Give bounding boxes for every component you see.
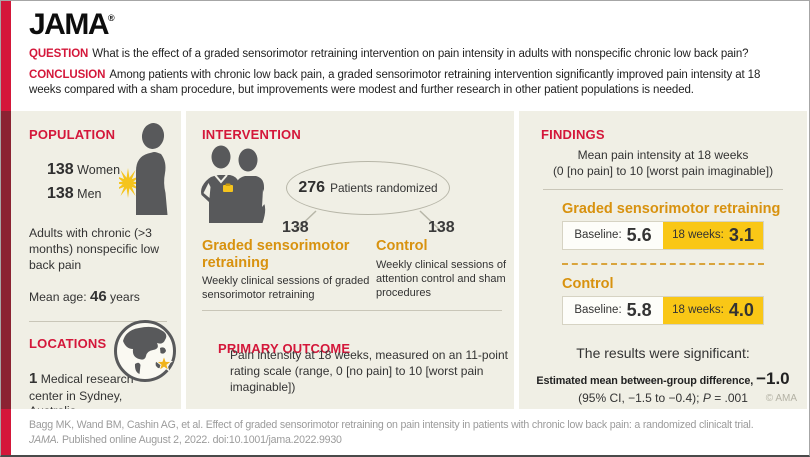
arm1-count: 138 — [282, 219, 309, 236]
ci-text: (95% CI, −1.5 to −0.4); — [578, 390, 703, 405]
left-accent-bar — [1, 1, 11, 455]
group2-18weeks-label: 18 weeks: — [672, 304, 724, 317]
population-panel: POPULATION 138 Women 138 Men Adults with… — [11, 111, 181, 418]
left-panel-divider — [29, 321, 167, 323]
jama-logo-text: JAMA — [29, 8, 110, 41]
group1-18weeks-cell: 18 weeks: 3.1 — [663, 221, 763, 249]
confidence-interval: (95% CI, −1.5 to −0.4); P = .001 — [519, 391, 807, 405]
intervention-panel: INTERVENTION 276 Patients randomized 138 … — [186, 111, 514, 409]
question-label: QUESTION — [29, 47, 89, 60]
significance-statement: The results were significant: — [576, 344, 750, 361]
findings-dashed-separator — [562, 262, 764, 265]
arm2-name: Control — [376, 238, 428, 255]
group-control: Control Baseline: 5.8 18 weeks: 4.0 — [562, 276, 764, 325]
group2-18weeks-value: 4.0 — [728, 299, 754, 320]
ama-copyright: © AMA — [765, 393, 797, 404]
group-graded-retraining: Graded sensorimotor retraining Baseline:… — [562, 200, 781, 250]
group2-18weeks-cell: 18 weeks: 4.0 — [663, 296, 763, 324]
primary-outcome-heading: PRIMARY OUTCOME — [218, 341, 351, 356]
men-label: Men — [73, 187, 102, 201]
mean-age-suffix: years — [106, 289, 140, 304]
locations-heading: LOCATIONS — [29, 336, 107, 352]
locations-count: 1 — [29, 370, 38, 388]
mean-age-label: Mean age: — [29, 289, 90, 304]
findings-subtitle-line2: (0 [no pain] to 10 [worst pain imaginabl… — [552, 163, 774, 178]
conclusion-text: Among patients with chronic low back pai… — [29, 68, 761, 97]
findings-subtitle: Mean pain intensity at 18 weeks (0 [no p… — [519, 148, 807, 180]
globe-icon — [114, 320, 176, 382]
main-panels: POPULATION 138 Women 138 Men Adults with… — [11, 111, 807, 418]
group1-name: Graded sensorimotor retraining — [562, 200, 781, 217]
citation-line2-rest: Published online August 2, 2022. doi:10.… — [59, 434, 342, 447]
population-heading: POPULATION — [29, 127, 116, 142]
primary-outcome-text: Pain intensity at 18 weeks, measured on … — [230, 348, 508, 394]
citation-line2: JAMA. Published online August 2, 2022. d… — [29, 433, 795, 448]
arm1-description: Weekly clinical sessions of graded senso… — [202, 274, 370, 302]
group1-18weeks-label: 18 weeks: — [672, 229, 724, 242]
group2-score-row: Baseline: 5.8 18 weeks: 4.0 — [562, 295, 764, 325]
arm-control: 138 Control Weekly clinical sessions of … — [376, 219, 510, 301]
conclusion-label: CONCLUSION — [29, 68, 106, 81]
group1-baseline-value: 5.6 — [626, 224, 652, 245]
men-count-row: 138 Men — [47, 182, 181, 206]
findings-subtitle-line1: Mean pain intensity at 18 weeks — [577, 148, 749, 162]
findings-divider — [543, 188, 783, 190]
population-counts: 138 Women 138 Men — [47, 158, 181, 206]
women-count-row: 138 Women — [47, 158, 181, 182]
group2-baseline-cell: Baseline: 5.8 — [563, 297, 663, 324]
arm-graded-retraining: 138 Graded sensorimotor retraining Weekl… — [202, 219, 376, 302]
mean-age-value: 46 — [89, 287, 107, 305]
group1-18weeks-value: 3.1 — [728, 224, 754, 245]
findings-heading: FINDINGS — [541, 127, 605, 142]
mean-age-row: Mean age: 46 years — [29, 287, 165, 307]
difference-label: Estimated mean between-group difference, — [536, 374, 757, 387]
mid-panel-divider — [202, 310, 502, 311]
group2-baseline-label: Baseline: — [574, 304, 622, 317]
arm2-count: 138 — [428, 219, 455, 236]
between-group-difference: Estimated mean between-group difference,… — [519, 369, 807, 389]
p-label: P — [702, 390, 711, 405]
question-text: What is the effect of a graded sensorimo… — [92, 47, 749, 60]
intervention-heading: INTERVENTION — [202, 127, 301, 142]
group2-name: Control — [562, 275, 614, 292]
citation-line1: Bagg MK, Wand BM, Cashin AG, et al. Effe… — [29, 419, 754, 431]
arm2-description: Weekly clinical sessions of attention co… — [376, 258, 507, 300]
difference-value: −1.0 — [756, 368, 790, 388]
arm1-name: Graded sensorimotor retraining — [202, 238, 350, 271]
findings-panel: FINDINGS Mean pain intensity at 18 weeks… — [519, 111, 807, 409]
conclusion-line: CONCLUSION Among patients with chronic lo… — [29, 68, 795, 99]
women-count: 138 — [47, 161, 74, 178]
population-description: Adults with chronic (>3 months) nonspeci… — [29, 226, 160, 272]
accent-bar-middle — [1, 111, 11, 409]
person-back-pain-icon — [119, 123, 168, 215]
jama-logo: JAMA® — [29, 9, 795, 41]
group1-baseline-label: Baseline: — [574, 229, 622, 242]
randomized-ellipse: 276 Patients randomized — [286, 161, 450, 215]
journal-name: JAMA. — [29, 434, 60, 447]
registered-mark: ® — [108, 13, 115, 23]
p-value: = .001 — [710, 390, 748, 405]
group2-baseline-value: 5.8 — [626, 299, 652, 320]
randomized-label: Patients randomized — [330, 181, 438, 195]
accent-bar-top — [1, 1, 11, 111]
header: JAMA® QUESTION What is the effect of a gr… — [11, 1, 809, 111]
two-clinicians-icon — [201, 145, 267, 223]
men-count: 138 — [47, 185, 74, 202]
randomized-count: 276 — [298, 179, 326, 196]
accent-bar-bottom — [1, 409, 11, 455]
women-label: Women — [73, 163, 121, 177]
question-line: QUESTION What is the effect of a graded s… — [29, 47, 795, 62]
citation-footer: Bagg MK, Wand BM, Cashin AG, et al. Effe… — [11, 409, 809, 455]
group1-score-row: Baseline: 5.6 18 weeks: 3.1 — [562, 220, 764, 250]
group1-baseline-cell: Baseline: 5.6 — [563, 222, 663, 249]
